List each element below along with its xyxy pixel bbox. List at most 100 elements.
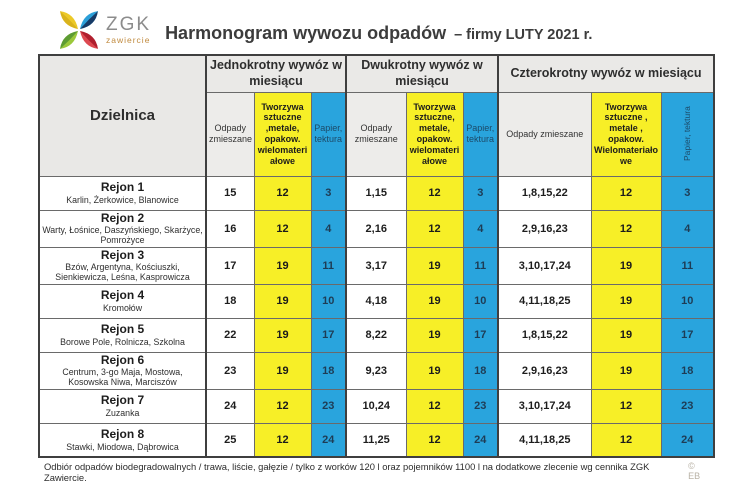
value-cell: 12 <box>405 388 464 424</box>
col-header-plastic-1: Tworzywa sztuczne ,metale, opakow. wielo… <box>253 91 312 177</box>
col-header-paper-3-label: Papier, tektura <box>682 106 693 162</box>
value-cell: 1,8,15,22 <box>497 317 592 353</box>
page-title: Harmonogram wywozu odpadów – firmy LUTY … <box>165 23 592 44</box>
value-cell: 1,8,15,22 <box>497 175 592 211</box>
col-header-mixed-2: Odpady zmieszane <box>345 91 407 177</box>
value-cell: 9,23 <box>345 351 407 390</box>
col-header-mixed-3: Odpady zmieszane <box>497 91 592 177</box>
value-cell: 11 <box>660 246 715 285</box>
value-cell: 3 <box>310 175 347 211</box>
header: ZGK zawiercie Harmonogram wywozu odpadów… <box>0 0 750 54</box>
value-cell: 4,18 <box>345 283 407 319</box>
value-cell: 24 <box>660 422 715 458</box>
region-name: Rejon 5 <box>100 322 145 337</box>
footer-credit: © EB <box>688 461 701 482</box>
value-cell: 18 <box>205 283 255 319</box>
value-cell: 3,10,17,24 <box>497 246 592 285</box>
table-row: Rejon 3 Bzów, Argentyna, Kościuszki, Sien… <box>38 246 715 285</box>
value-cell: 19 <box>590 317 662 353</box>
value-cell: 12 <box>590 209 662 248</box>
district-cell: Rejon 3 Bzów, Argentyna, Kościuszki, Sien… <box>38 246 207 285</box>
value-cell: 3,17 <box>345 246 407 285</box>
value-cell: 10 <box>310 283 347 319</box>
value-cell: 19 <box>405 283 464 319</box>
region-streets: Karlin, Żerkowice, Blanowice <box>66 194 179 205</box>
group-header-row: Dzielnica Jednokrotny wywóz w miesiącu D… <box>38 54 715 177</box>
value-cell: 17 <box>660 317 715 353</box>
value-cell: 15 <box>205 175 255 211</box>
group-header-dwukrotny: Dwukrotny wywóz w miesiącu <box>344 54 499 93</box>
table-row: Rejon 8 Stawki, Miodowa, Dąbrowica 25 12 … <box>38 422 715 458</box>
value-cell: 12 <box>253 175 312 211</box>
region-streets: Kromołów <box>102 302 143 313</box>
value-cell: 19 <box>590 351 662 390</box>
district-cell: Rejon 4 Kromołów <box>38 283 207 319</box>
region-name: Rejon 4 <box>100 288 145 303</box>
value-cell: 11 <box>462 246 499 285</box>
value-cell: 3,10,17,24 <box>497 388 592 424</box>
value-cell: 19 <box>253 351 312 390</box>
schedule-table: Dzielnica Jednokrotny wywóz w miesiącu D… <box>38 54 716 459</box>
value-cell: 17 <box>462 317 499 353</box>
value-cell: 12 <box>253 209 312 248</box>
col-header-paper-2: Papier, tektura <box>462 91 499 177</box>
table-row: Rejon 4 Kromołów 18 19 10 4,18 19 10 4,11… <box>38 283 715 319</box>
value-cell: 19 <box>590 283 662 319</box>
value-cell: 12 <box>590 422 662 458</box>
value-cell: 18 <box>462 351 499 390</box>
value-cell: 24 <box>462 422 499 458</box>
value-cell: 19 <box>253 317 312 353</box>
value-cell: 19 <box>253 246 312 285</box>
value-cell: 11,25 <box>345 422 407 458</box>
value-cell: 25 <box>205 422 255 458</box>
value-cell: 16 <box>205 209 255 248</box>
value-cell: 12 <box>590 388 662 424</box>
zgk-logo: ZGK zawiercie <box>58 9 151 51</box>
subheader-row: Odpady zmieszane Tworzywa sztuczne ,meta… <box>39 91 715 177</box>
value-cell: 18 <box>660 351 715 390</box>
district-cell: Rejon 5 Borowe Pole, Rolnicza, Szkolna <box>38 317 207 353</box>
value-cell: 1,15 <box>345 175 407 211</box>
col-header-mixed-1: Odpady zmieszane <box>205 91 255 177</box>
leaves-icon <box>60 11 98 49</box>
value-cell: 19 <box>405 317 464 353</box>
district-header: Dzielnica <box>38 54 207 177</box>
region-streets: Zuzanka <box>105 407 140 418</box>
value-cell: 12 <box>405 209 464 248</box>
col-header-plastic-2: Tworzywa sztuczne, metale, opakow. wielo… <box>405 91 464 177</box>
footer: Odbiór odpadów biodegradowalnych / trawa… <box>38 461 713 483</box>
value-cell: 22 <box>205 317 255 353</box>
col-header-paper-3: Papier, tektura <box>660 91 715 177</box>
value-cell: 19 <box>405 351 464 390</box>
group-header-czterokrotny: Czterokrotny wywóz w miesiącu <box>497 54 715 93</box>
value-cell: 23 <box>205 351 255 390</box>
region-streets: Warty, Łośnice, Daszyńskiego, Skarżyce, … <box>42 225 203 246</box>
value-cell: 11 <box>310 246 347 285</box>
value-cell: 12 <box>405 175 464 211</box>
value-cell: 24 <box>205 388 255 424</box>
region-streets: Centrum, 3-go Maja, Mostowa, Kosowska Ni… <box>62 367 183 388</box>
value-cell: 3 <box>660 175 715 211</box>
region-streets: Bzów, Argentyna, Kościuszki, Sienkiewicz… <box>55 262 190 283</box>
value-cell: 4,11,18,25 <box>497 422 592 458</box>
logo-city-text: zawiercie <box>106 35 151 46</box>
district-cell: Rejon 2 Warty, Łośnice, Daszyńskiego, Ska… <box>38 209 207 248</box>
region-name: Rejon 1 <box>100 180 145 195</box>
value-cell: 2,9,16,23 <box>497 209 592 248</box>
value-cell: 23 <box>660 388 715 424</box>
district-cell: Rejon 8 Stawki, Miodowa, Dąbrowica <box>38 422 207 458</box>
value-cell: 10 <box>462 283 499 319</box>
group-header-jednokrotny: Jednokrotny wywóz w miesiącu <box>205 54 347 93</box>
region-name: Rejon 2 <box>100 210 145 225</box>
value-cell: 2,16 <box>345 209 407 248</box>
value-cell: 12 <box>405 422 464 458</box>
value-cell: 24 <box>310 422 347 458</box>
value-cell: 10,24 <box>345 388 407 424</box>
value-cell: 19 <box>590 246 662 285</box>
table-row: Rejon 2 Warty, Łośnice, Daszyńskiego, Ska… <box>38 209 715 248</box>
value-cell: 8,22 <box>345 317 407 353</box>
value-cell: 18 <box>310 351 347 390</box>
value-cell: 4 <box>462 209 499 248</box>
district-cell: Rejon 7 Zuzanka <box>38 388 207 424</box>
